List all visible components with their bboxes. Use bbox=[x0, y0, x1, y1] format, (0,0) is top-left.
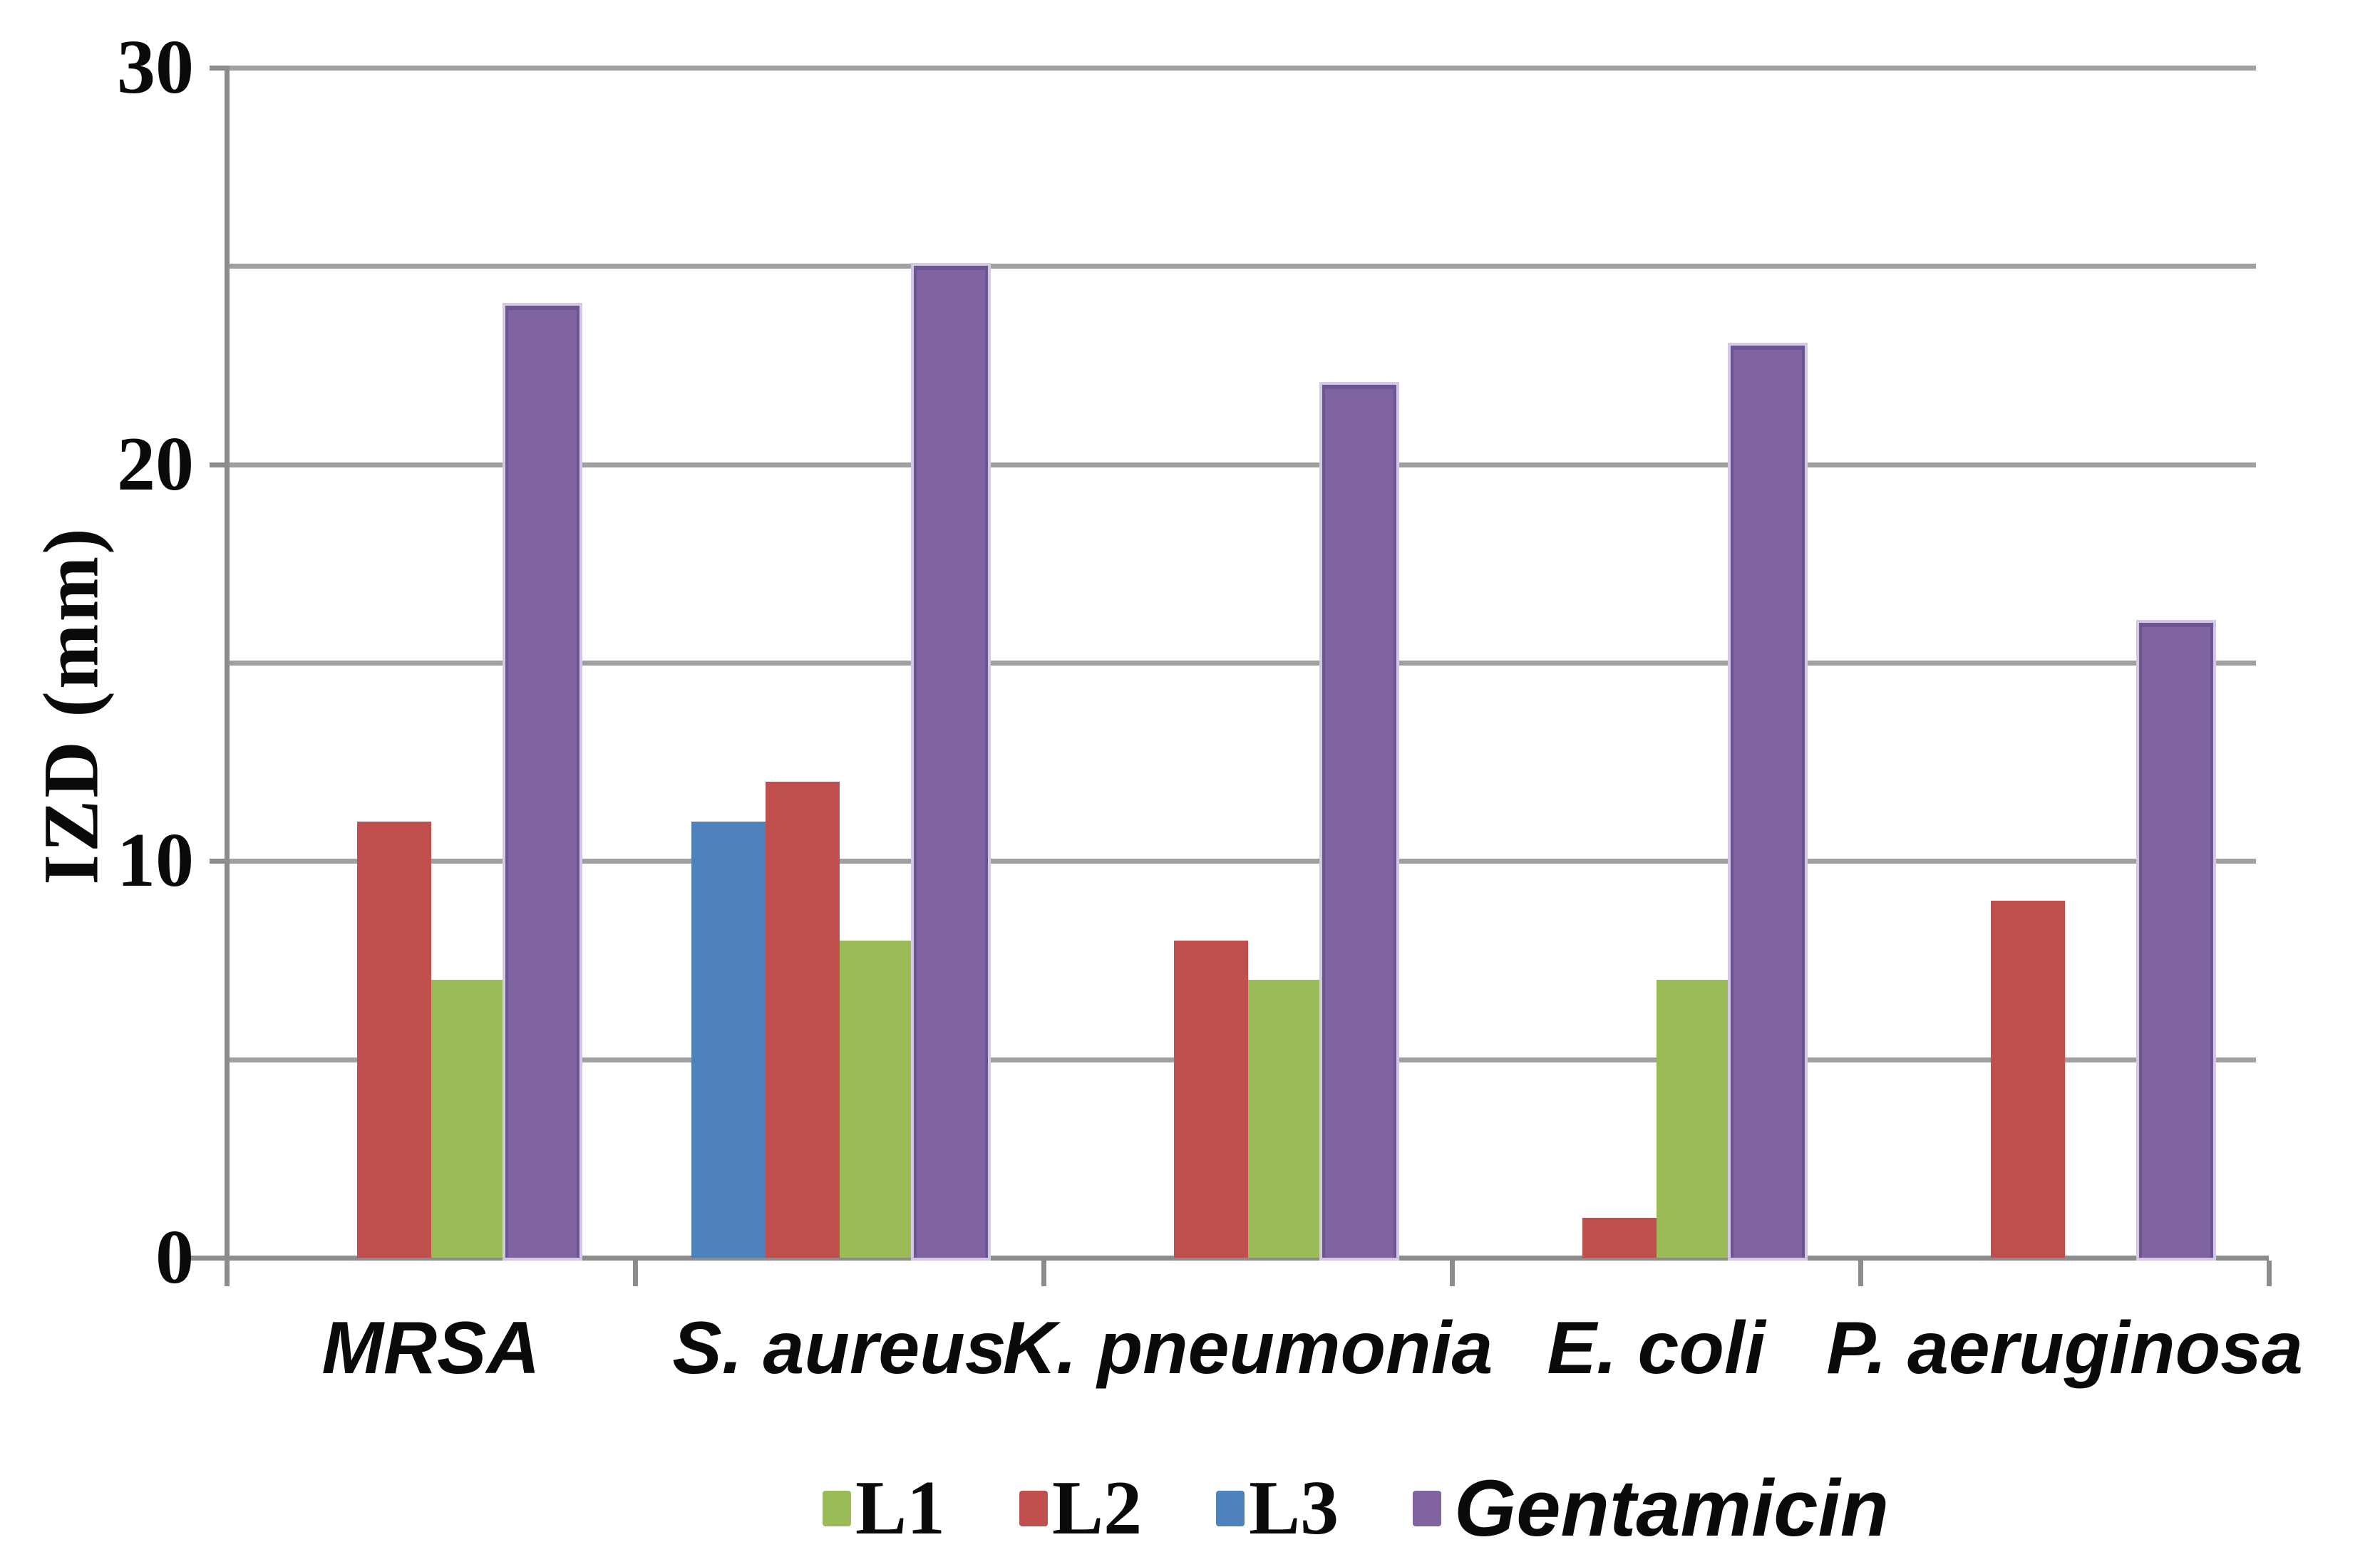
legend-item-L3: L3 bbox=[1216, 1464, 1339, 1553]
category-label-MRSA: MRSA bbox=[321, 1307, 540, 1390]
bar-Gentamicin-S-aureus bbox=[910, 263, 991, 1261]
legend-marker-L1 bbox=[823, 1490, 851, 1526]
bar-L2-MRSA bbox=[356, 822, 431, 1258]
x-tick-3 bbox=[1450, 1261, 1455, 1286]
y-tick-label-0: 0 bbox=[155, 1215, 194, 1300]
x-tick-5 bbox=[2267, 1261, 2272, 1286]
legend-marker-Gentamicin bbox=[1413, 1490, 1442, 1526]
bar-L3-S-aureus bbox=[691, 822, 766, 1258]
y-tick-10 bbox=[210, 859, 227, 864]
x-tick-4 bbox=[1858, 1261, 1863, 1286]
y-tick-label-30: 30 bbox=[117, 25, 194, 110]
bar-Gentamicin-E-coli bbox=[1727, 343, 1808, 1261]
legend-item-L2: L2 bbox=[1019, 1464, 1142, 1553]
y-axis-line bbox=[225, 66, 230, 1286]
legend-label-L2: L2 bbox=[1052, 1465, 1143, 1551]
legend-marker-L2 bbox=[1019, 1490, 1049, 1526]
category-label-S-aureus: S. aureus bbox=[672, 1307, 1006, 1390]
bar-L1-E-coli bbox=[1656, 980, 1731, 1258]
bar-L2-K-pneumonia bbox=[1173, 941, 1248, 1258]
bar-L1-K-pneumonia bbox=[1247, 980, 1322, 1258]
gridline-30 bbox=[227, 66, 2256, 71]
x-axis-line bbox=[190, 1256, 2269, 1261]
bar-L2-P-aeruginosa bbox=[1990, 901, 2065, 1258]
bar-Gentamicin-K-pneumonia bbox=[1319, 382, 1399, 1261]
gridline-20 bbox=[227, 462, 2256, 467]
legend-label-L3: L3 bbox=[1249, 1465, 1339, 1551]
legend-marker-L3 bbox=[1216, 1490, 1245, 1526]
x-tick-1 bbox=[633, 1261, 638, 1286]
bar-L1-MRSA bbox=[431, 980, 505, 1258]
y-tick-label-20: 20 bbox=[117, 421, 194, 507]
gridline-10 bbox=[227, 859, 2256, 864]
x-tick-2 bbox=[1041, 1261, 1046, 1286]
category-label-P-aeruginosa: P. aeruginosa bbox=[1826, 1307, 2303, 1390]
legend: L1 L2 L3 Gentamicin bbox=[823, 1462, 1889, 1554]
legend-item-L1: L1 bbox=[823, 1464, 945, 1553]
bar-L2-S-aureus bbox=[765, 782, 840, 1258]
y-tick-label-10: 10 bbox=[117, 818, 194, 904]
bar-L1-S-aureus bbox=[839, 941, 914, 1258]
bar-Gentamicin-MRSA bbox=[502, 303, 582, 1261]
legend-label-Gentamicin: Gentamicin bbox=[1454, 1464, 1890, 1553]
bar-Gentamicin-P-aeruginosa bbox=[2136, 620, 2216, 1261]
gridline-15 bbox=[227, 661, 2256, 666]
legend-item-Gentamicin: Gentamicin bbox=[1413, 1462, 1889, 1554]
legend-label-L1: L1 bbox=[855, 1465, 946, 1551]
category-label-K-pneumonia: K. pneumonia bbox=[1002, 1307, 1493, 1390]
gridline-25 bbox=[227, 264, 2256, 269]
category-label-E-coli: E. coli bbox=[1547, 1307, 1766, 1390]
y-tick-20 bbox=[210, 462, 227, 467]
bar-L2-E-coli bbox=[1582, 1218, 1657, 1258]
y-tick-30 bbox=[210, 66, 227, 71]
bar-plot-area bbox=[227, 68, 2269, 1261]
